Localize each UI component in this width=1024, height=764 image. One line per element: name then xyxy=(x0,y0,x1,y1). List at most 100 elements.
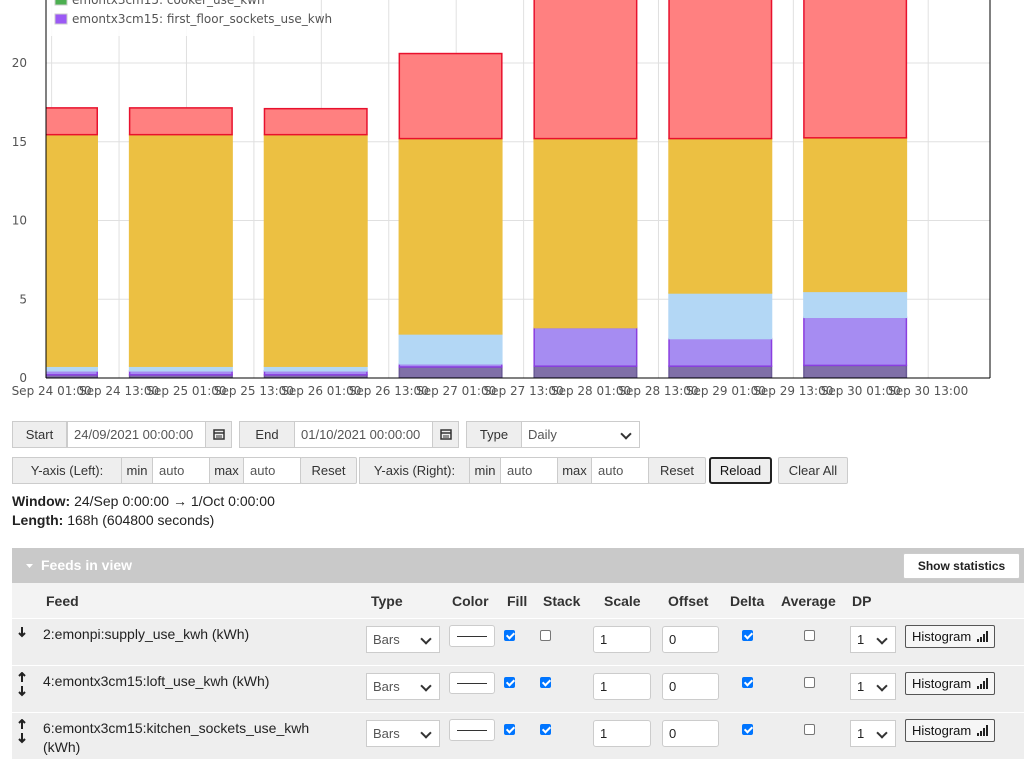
bar-segment xyxy=(803,290,908,319)
left-max-input[interactable]: auto xyxy=(243,457,301,484)
checkbox-average[interactable] xyxy=(804,630,815,641)
checkbox-average[interactable] xyxy=(804,724,815,735)
bar-segment xyxy=(398,333,503,365)
checkbox-stack[interactable] xyxy=(540,630,551,641)
feed-row: 2:emonpi:supply_use_kwh (kWh) Bars 1 0 1 Hist… xyxy=(12,618,1024,665)
x-tick-label: Sep 26 13:00 xyxy=(349,384,429,398)
dp-select[interactable]: 1 xyxy=(850,720,896,747)
arrow[interactable] xyxy=(18,671,26,682)
feed-row: 4:emontx3cm15:loft_use_kwh (kWh) Bars 1 0 1 H… xyxy=(12,665,1024,712)
column-header: Offset xyxy=(668,593,709,609)
checkbox-fill[interactable] xyxy=(504,630,515,641)
checkbox-delta[interactable] xyxy=(742,724,753,735)
arrow[interactable] xyxy=(18,686,26,697)
clear-all-button[interactable]: Clear All xyxy=(778,457,848,484)
min-label: min xyxy=(121,457,153,484)
checkbox-delta[interactable] xyxy=(742,630,753,641)
arrow-icons[interactable] xyxy=(17,625,27,653)
column-header: Average xyxy=(781,593,836,609)
type-select[interactable]: Bars xyxy=(366,626,440,653)
color-picker[interactable] xyxy=(449,625,495,647)
checkbox-stack[interactable] xyxy=(540,724,551,735)
bar-segment xyxy=(533,0,638,140)
bar-segment xyxy=(668,365,773,378)
right-min-input[interactable]: auto xyxy=(500,457,558,484)
y-tick-label: 20 xyxy=(12,56,27,70)
collapse-icon xyxy=(26,564,33,568)
window-info: Window: 24/Sep 0:00:00 → 1/Oct 0:00:00 xyxy=(12,493,275,509)
column-header: Color xyxy=(452,593,489,609)
x-tick-label: Sep 24 13:00 xyxy=(79,384,159,398)
x-tick-label: Sep 30 13:00 xyxy=(888,384,968,398)
arrow[interactable] xyxy=(18,718,26,729)
feeds-table-header: Feed Type Color Fill Stack Scale Offset Delta Av… xyxy=(12,583,1024,618)
bar-segment xyxy=(533,326,638,367)
bar-segment xyxy=(46,107,98,136)
reset-button[interactable]: Reset xyxy=(648,457,706,484)
checkbox-stack[interactable] xyxy=(540,677,551,688)
checkbox-average[interactable] xyxy=(804,677,815,688)
x-tick-label: Sep 27 01:00 xyxy=(416,384,496,398)
y-axis-right-label: Y-axis (Right): xyxy=(359,457,470,484)
start-label: Start xyxy=(12,421,67,448)
arrow-icons[interactable] xyxy=(17,718,27,747)
dp-select[interactable]: 1 xyxy=(850,626,896,653)
feed-name: 6:emontx3cm15:kitchen_sockets_use_kwh (k… xyxy=(43,720,310,755)
column-header: Delta xyxy=(730,593,765,609)
order-arrows[interactable] xyxy=(17,671,27,702)
histogram-label: Histogram xyxy=(912,629,972,644)
order-arrows[interactable] xyxy=(17,718,27,749)
calendar-button[interactable] xyxy=(432,421,459,448)
order-arrows[interactable] xyxy=(17,625,27,655)
column-header: Type xyxy=(371,593,403,609)
end-label: End xyxy=(239,421,295,448)
scale-input[interactable]: 1 xyxy=(593,626,651,653)
start-input[interactable]: 24/09/2021 00:00:00 xyxy=(67,421,206,448)
type-label: Type xyxy=(466,421,522,448)
left-min-input[interactable]: auto xyxy=(152,457,210,484)
histogram-button[interactable]: Histogram xyxy=(905,719,995,742)
color-line xyxy=(457,730,487,731)
feeds-header[interactable]: Feeds in view xyxy=(12,548,1024,583)
column-header: Feed xyxy=(46,593,79,609)
type-select[interactable]: Daily xyxy=(521,421,640,448)
checkbox-fill[interactable] xyxy=(504,724,515,735)
end-input[interactable]: 01/10/2021 00:00:00 xyxy=(294,421,433,448)
scale-input[interactable]: 1 xyxy=(593,673,651,700)
bar-segment xyxy=(128,133,233,367)
reset-button[interactable]: Reset xyxy=(300,457,357,484)
column-header: DP xyxy=(852,593,872,609)
arrow-icons[interactable] xyxy=(17,671,27,700)
offset-input[interactable]: 0 xyxy=(662,673,719,700)
length-info: Length: 168h (604800 seconds) xyxy=(12,512,214,528)
type-select[interactable]: Bars xyxy=(366,720,440,747)
dp-select[interactable]: 1 xyxy=(850,673,896,700)
color-picker[interactable] xyxy=(449,672,495,694)
reload-button[interactable]: Reload xyxy=(709,457,772,484)
bar-segment xyxy=(668,337,773,367)
color-picker[interactable] xyxy=(449,719,495,741)
bar-segment xyxy=(803,137,908,293)
arrow[interactable] xyxy=(18,627,26,638)
length-label: Length: xyxy=(12,512,64,528)
show-statistics-button[interactable]: Show statistics xyxy=(903,553,1020,579)
bar-segment xyxy=(803,316,908,367)
feeds-title: Feeds in view xyxy=(41,557,133,573)
histogram-button[interactable]: Histogram xyxy=(905,625,995,648)
checkbox-fill[interactable] xyxy=(504,677,515,688)
scale-input[interactable]: 1 xyxy=(593,720,651,747)
arrow[interactable] xyxy=(18,733,26,744)
y-tick-label: 5 xyxy=(19,292,27,306)
bar-segment xyxy=(128,107,233,136)
bar-segment xyxy=(803,0,908,139)
x-tick-label: Sep 25 13:00 xyxy=(214,384,294,398)
right-max-input[interactable]: auto xyxy=(591,457,649,484)
type-select[interactable]: Bars xyxy=(366,673,440,700)
calendar-button[interactable] xyxy=(205,421,232,448)
checkbox-delta[interactable] xyxy=(742,677,753,688)
offset-input[interactable]: 0 xyxy=(662,720,719,747)
offset-input[interactable]: 0 xyxy=(662,626,719,653)
x-tick-label: Sep 28 13:00 xyxy=(618,384,698,398)
histogram-button[interactable]: Histogram xyxy=(905,672,995,695)
